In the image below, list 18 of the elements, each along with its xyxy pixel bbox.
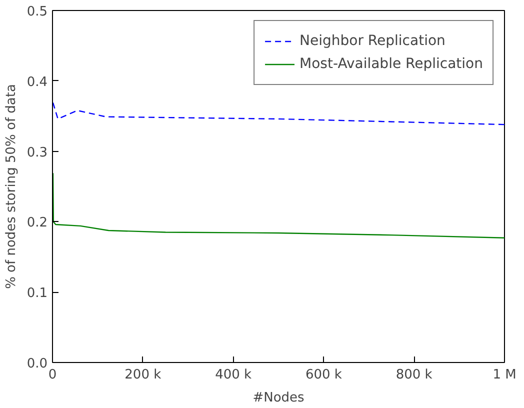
y-tick-label: 0.3 — [26, 145, 48, 160]
y-tick-label: 0.0 — [26, 356, 48, 372]
x-tick-label: 600 k — [305, 368, 342, 382]
x-tick-label: 1 M — [492, 368, 516, 382]
y-tick-label: 0.2 — [26, 216, 48, 231]
line-series — [52, 172, 504, 238]
line-series — [52, 102, 504, 126]
x-tick-label: 400 k — [215, 368, 252, 382]
y-tick-label: 0.4 — [26, 74, 48, 90]
y-tick-label: 0.1 — [26, 286, 48, 302]
x-tick-label: 0 — [48, 368, 57, 382]
y-axis-title: % of nodes storing 50% of data — [4, 84, 19, 289]
y-tick-label: 0.5 — [26, 4, 48, 20]
x-tick-label: 800 k — [396, 368, 433, 382]
x-axis-title: #Nodes — [252, 390, 305, 406]
legend-label: Neighbor Replication — [300, 33, 446, 49]
x-tick-label: 200 k — [124, 368, 162, 382]
legend-label: Most-Available Replication — [300, 56, 483, 72]
